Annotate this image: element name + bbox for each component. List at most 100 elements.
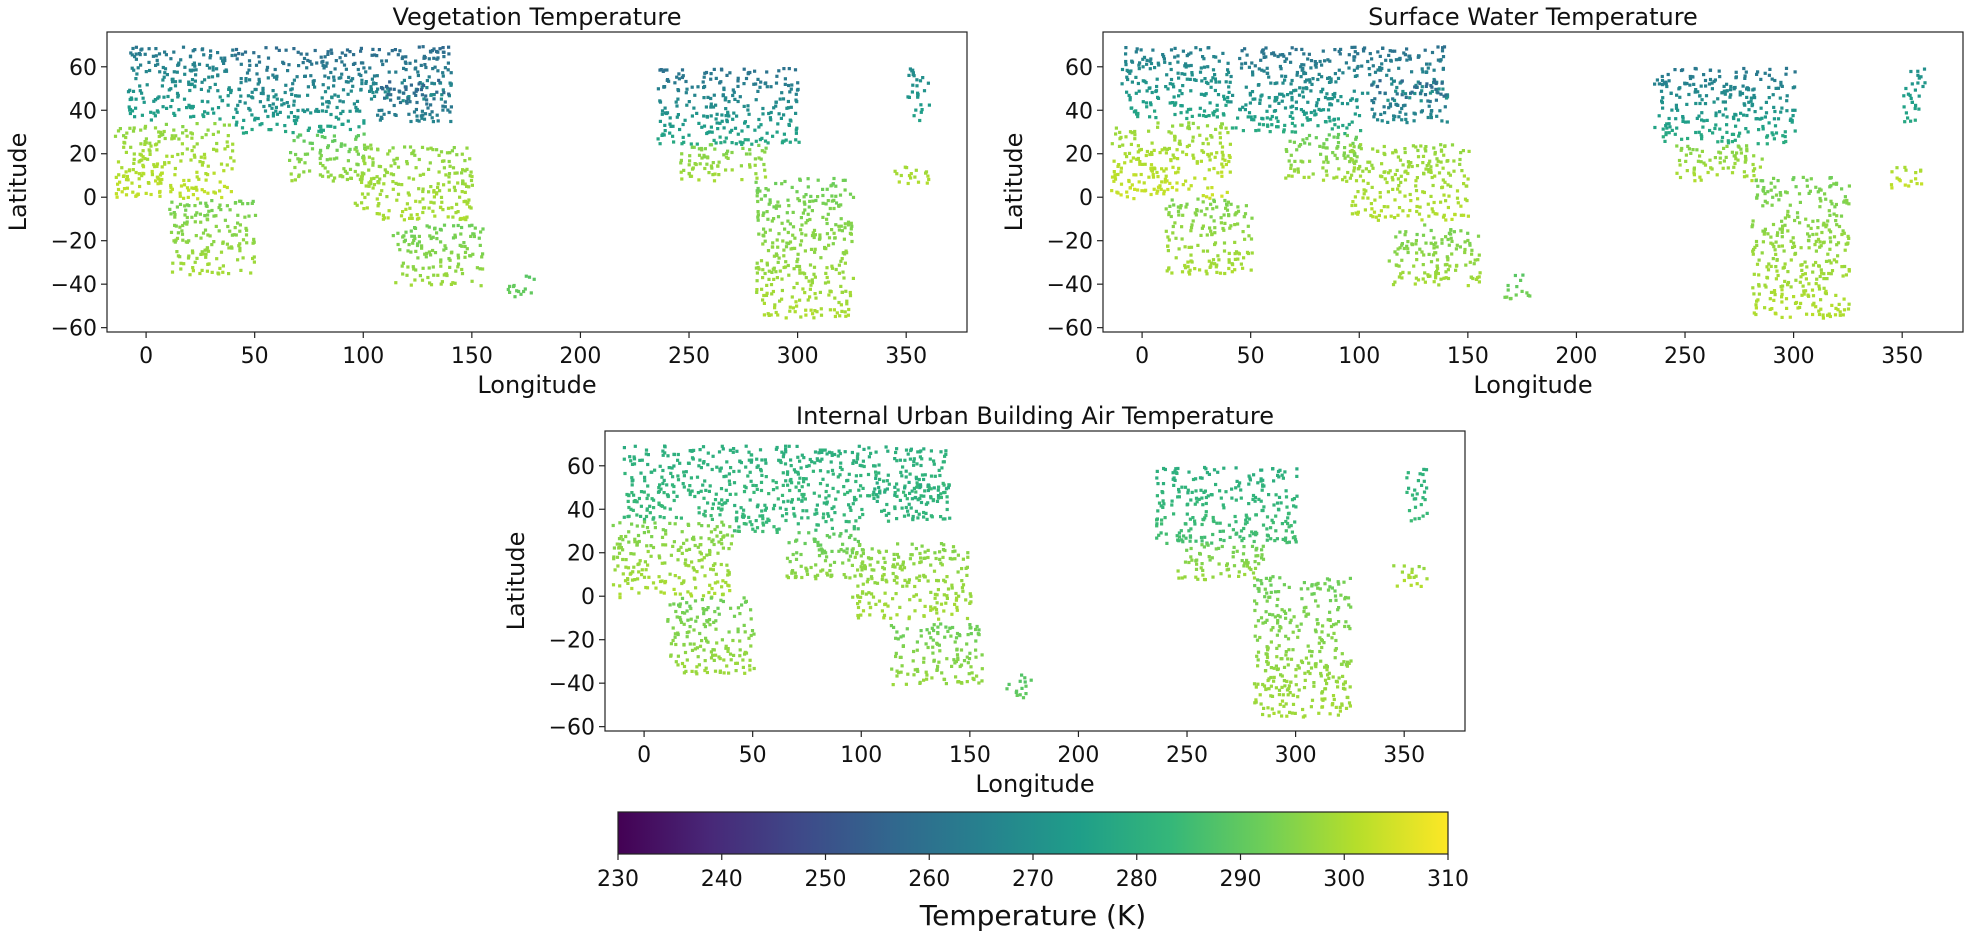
data-point <box>468 174 472 178</box>
data-point <box>902 514 907 518</box>
data-point <box>848 290 852 295</box>
data-point <box>866 472 871 477</box>
data-point <box>1375 84 1380 89</box>
data-point <box>739 461 743 465</box>
data-point <box>1342 153 1346 157</box>
data-point <box>261 89 265 93</box>
data-point <box>1799 263 1803 267</box>
data-point <box>825 483 829 487</box>
data-point <box>1400 93 1404 97</box>
data-point <box>1427 104 1431 108</box>
data-point <box>239 199 243 203</box>
data-point <box>318 151 322 155</box>
data-point <box>874 470 878 474</box>
data-point <box>910 489 914 493</box>
data-point <box>1314 65 1318 69</box>
data-point <box>447 45 451 49</box>
data-point <box>1283 106 1288 110</box>
data-point <box>450 149 454 153</box>
data-point <box>676 97 680 101</box>
data-point <box>821 193 825 198</box>
data-point <box>247 59 252 63</box>
data-point <box>1156 121 1160 125</box>
data-point <box>427 206 431 210</box>
data-point <box>786 198 790 202</box>
y-tick-label: 60 <box>1065 56 1093 81</box>
data-point <box>1169 131 1173 135</box>
data-point <box>1393 172 1397 177</box>
data-point <box>414 166 418 170</box>
data-point <box>1823 192 1827 196</box>
data-point <box>1366 91 1370 95</box>
data-point <box>1902 94 1906 98</box>
data-point <box>1207 154 1211 158</box>
data-point <box>447 52 451 56</box>
data-point <box>134 45 138 49</box>
data-point <box>748 148 752 152</box>
data-point <box>427 75 431 79</box>
data-point <box>658 464 662 468</box>
data-point <box>1148 152 1152 157</box>
data-point <box>708 143 712 147</box>
data-point <box>141 96 145 100</box>
data-point <box>289 151 293 155</box>
data-point <box>806 483 810 487</box>
data-point <box>1353 45 1357 49</box>
data-point <box>448 164 452 168</box>
data-point <box>914 509 918 513</box>
data-point <box>915 481 919 485</box>
data-point <box>1168 181 1172 185</box>
data-point <box>1294 107 1298 111</box>
data-point <box>779 460 783 465</box>
data-point <box>1249 237 1254 241</box>
data-point <box>1301 109 1305 113</box>
data-point <box>453 235 457 239</box>
data-point <box>133 55 137 59</box>
data-point <box>160 177 164 182</box>
data-point <box>781 139 785 143</box>
data-point <box>323 166 327 170</box>
data-point <box>1805 265 1809 269</box>
data-point <box>212 171 216 175</box>
data-point <box>859 473 863 478</box>
data-point <box>771 134 775 138</box>
data-point <box>404 87 408 91</box>
data-point <box>721 447 725 451</box>
data-point <box>200 268 204 272</box>
data-point <box>396 192 401 196</box>
data-point <box>1290 98 1294 102</box>
data-point <box>447 257 451 261</box>
data-point <box>274 109 278 113</box>
data-point <box>467 198 471 202</box>
data-point <box>922 515 926 519</box>
data-point <box>792 267 796 271</box>
data-point <box>706 156 710 160</box>
data-point <box>715 112 719 116</box>
data-point <box>1171 153 1175 157</box>
data-point <box>451 166 456 170</box>
data-point <box>1302 52 1306 56</box>
data-point <box>1243 61 1248 65</box>
data-point <box>1356 210 1360 214</box>
data-point <box>1476 234 1481 238</box>
data-point <box>1119 170 1123 174</box>
x-tick-label: 150 <box>1447 344 1489 369</box>
data-point <box>1416 278 1421 282</box>
data-point <box>356 134 360 138</box>
data-point <box>793 310 797 314</box>
data-point <box>263 109 268 113</box>
data-point <box>1385 73 1389 77</box>
data-point <box>1434 273 1438 277</box>
data-point <box>790 500 794 504</box>
data-point <box>906 181 910 186</box>
data-point <box>439 258 443 262</box>
data-point <box>732 90 736 94</box>
data-point <box>1398 110 1402 114</box>
data-point <box>742 508 746 512</box>
data-point <box>1339 47 1343 51</box>
data-point <box>893 493 897 497</box>
data-point <box>1276 54 1280 59</box>
data-point <box>872 490 876 494</box>
data-point <box>1833 205 1837 209</box>
data-point <box>1459 204 1463 208</box>
